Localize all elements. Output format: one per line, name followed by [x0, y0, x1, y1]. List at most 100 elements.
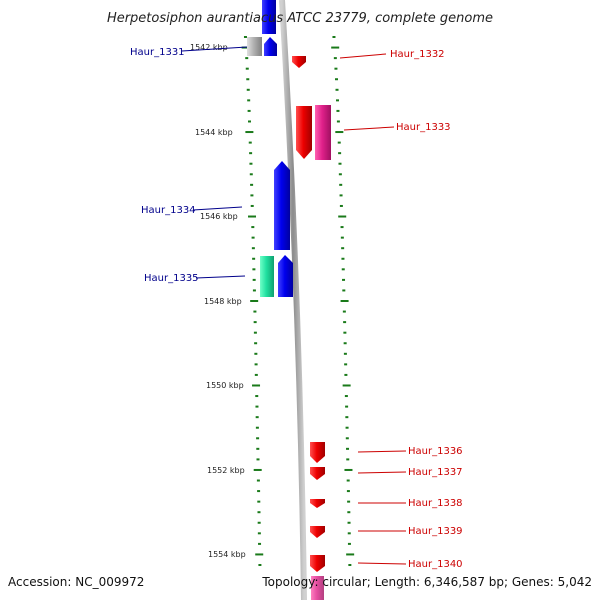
minor-tick	[247, 120, 251, 123]
gene-label-haur-1336[interactable]: Haur_1336	[408, 446, 463, 457]
minor-tick	[340, 236, 344, 239]
minor-tick	[250, 194, 254, 197]
minor-tick	[250, 204, 254, 207]
minor-tick	[348, 564, 352, 566]
minor-tick	[253, 310, 257, 313]
minor-tick	[246, 78, 250, 81]
minor-tick	[345, 426, 349, 429]
minor-tick	[344, 395, 348, 398]
minor-tick	[252, 278, 256, 281]
minor-tick	[250, 183, 254, 186]
minor-tick	[245, 57, 249, 60]
major-tick	[250, 300, 259, 302]
minor-tick	[341, 247, 345, 250]
minor-tick	[257, 490, 261, 493]
minor-tick	[343, 342, 347, 345]
major-tick	[253, 468, 262, 471]
minor-tick	[247, 99, 251, 102]
leader-lines	[181, 46, 407, 565]
minor-tick	[255, 395, 259, 398]
major-tick	[331, 46, 340, 49]
gene-label-haur-1337[interactable]: Haur_1337	[408, 467, 463, 478]
minor-tick	[246, 88, 250, 91]
gene-label-haur-1340[interactable]: Haur_1340	[408, 559, 463, 570]
gene-haur-1340[interactable]	[310, 555, 325, 572]
minor-tick	[335, 99, 339, 102]
minor-tick	[347, 511, 351, 514]
minor-tick	[339, 204, 343, 207]
minor-tick	[346, 479, 350, 482]
minor-tick	[335, 88, 339, 91]
kbp-label: 1542 kbp	[190, 43, 228, 52]
gene-haur-1336[interactable]	[310, 442, 325, 463]
gene-haur-1331[interactable]	[247, 37, 262, 56]
gene-haur-1333-b[interactable]	[315, 105, 331, 160]
major-tick	[335, 131, 344, 134]
minor-tick	[252, 257, 256, 260]
minor-tick	[346, 458, 350, 461]
kbp-label: 1554 kbp	[208, 550, 246, 559]
gene-arrow-top-blue[interactable]	[262, 0, 276, 34]
gene-haur-1337[interactable]	[310, 467, 325, 480]
minor-tick	[337, 141, 341, 144]
minor-tick	[346, 490, 350, 493]
gene-label-haur-1334[interactable]: Haur_1334	[141, 205, 196, 216]
gene-arrow-pink-bottom[interactable]	[311, 576, 324, 600]
kbp-label: 1548 kbp	[204, 297, 242, 306]
minor-tick	[245, 67, 249, 70]
gene-haur-1333-a[interactable]	[296, 106, 312, 159]
gene-haur-1332[interactable]	[292, 56, 306, 68]
minor-tick	[342, 289, 346, 292]
minor-tick	[346, 447, 350, 450]
gene-haur-1334[interactable]	[274, 161, 290, 250]
gene-arrow-blue-short[interactable]	[264, 37, 277, 56]
minor-tick	[334, 78, 338, 81]
minor-tick	[255, 405, 259, 408]
minor-tick	[341, 257, 345, 260]
gene-label-haur-1332[interactable]: Haur_1332	[390, 49, 445, 60]
gene-haur-1339[interactable]	[310, 526, 325, 538]
minor-tick	[344, 363, 348, 366]
gene-haur-1335[interactable]	[260, 256, 274, 297]
minor-tick	[257, 521, 261, 524]
kbp-label: 1546 kbp	[200, 212, 238, 221]
minor-tick	[247, 109, 251, 112]
minor-tick	[334, 67, 338, 70]
minor-tick	[343, 321, 347, 324]
minor-tick	[345, 416, 349, 419]
minor-tick	[243, 36, 247, 38]
minor-tick	[345, 405, 349, 408]
minor-tick	[253, 331, 257, 334]
minor-tick	[347, 521, 351, 524]
gene-arrow-blue-lower[interactable]	[278, 255, 293, 297]
minor-tick	[256, 437, 260, 440]
gene-label-haur-1333[interactable]: Haur_1333	[396, 122, 451, 133]
minor-tick	[253, 321, 257, 324]
minor-tick	[345, 437, 349, 440]
minor-tick	[249, 162, 253, 165]
minor-tick	[249, 173, 253, 176]
minor-tick	[336, 109, 340, 112]
map-title: Herpetosiphon aurantiacus ATCC 23779, co…	[107, 11, 493, 26]
minor-tick	[254, 342, 258, 345]
gene-label-haur-1335[interactable]: Haur_1335	[144, 273, 199, 284]
gene-label-haur-1339[interactable]: Haur_1339	[408, 526, 463, 537]
minor-tick	[333, 57, 337, 60]
kbp-label: 1544 kbp	[195, 128, 233, 137]
minor-tick	[347, 542, 351, 545]
minor-tick	[256, 479, 260, 482]
minor-tick	[252, 268, 256, 271]
gene-haur-1338[interactable]	[310, 499, 325, 508]
gene-label-haur-1331[interactable]: Haur_1331	[130, 47, 185, 58]
genome-backbone	[279, 0, 307, 600]
minor-tick	[256, 458, 260, 461]
minor-tick	[258, 542, 262, 545]
minor-tick	[343, 331, 347, 334]
major-tick	[342, 384, 351, 387]
kbp-label: 1552 kbp	[207, 466, 245, 475]
minor-tick	[257, 500, 261, 503]
major-tick	[248, 215, 257, 218]
gene-label-haur-1338[interactable]: Haur_1338	[408, 498, 463, 509]
kbp-label: 1550 kbp	[206, 381, 244, 390]
